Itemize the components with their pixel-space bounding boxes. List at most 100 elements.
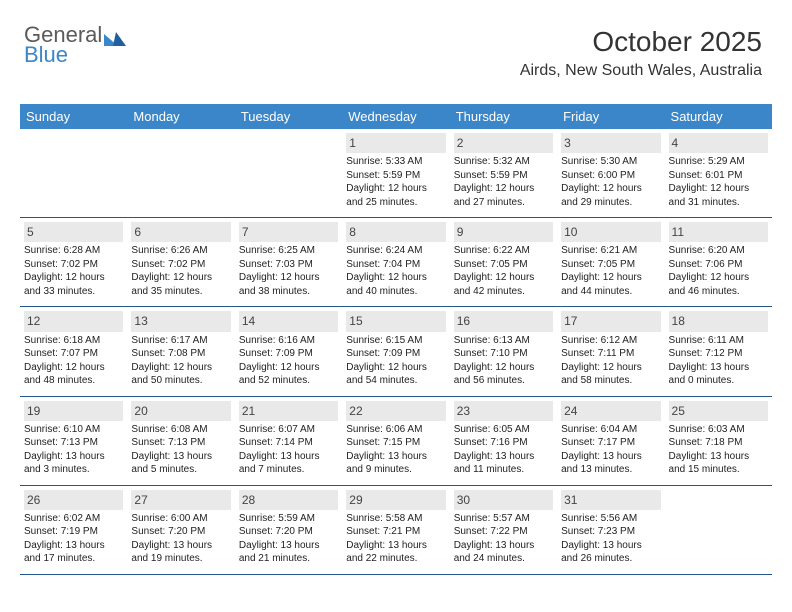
daylight-line: Daylight: 13 hours and 3 minutes. xyxy=(24,450,123,477)
calendar-day-cell: 7Sunrise: 6:25 AMSunset: 7:03 PMDaylight… xyxy=(235,218,342,307)
daylight-line: Daylight: 12 hours and 35 minutes. xyxy=(131,271,230,298)
day-header: Saturday xyxy=(665,104,772,129)
daylight-line: Daylight: 12 hours and 58 minutes. xyxy=(561,361,660,388)
calendar-day-cell: 17Sunrise: 6:12 AMSunset: 7:11 PMDayligh… xyxy=(557,307,664,396)
calendar-day-cell: 24Sunrise: 6:04 AMSunset: 7:17 PMDayligh… xyxy=(557,396,664,485)
day-number: 14 xyxy=(239,311,338,331)
calendar-day-cell: 28Sunrise: 5:59 AMSunset: 7:20 PMDayligh… xyxy=(235,485,342,574)
day-number: 10 xyxy=(561,222,660,242)
daylight-line: Daylight: 12 hours and 50 minutes. xyxy=(131,361,230,388)
sunrise-line: Sunrise: 5:56 AM xyxy=(561,512,660,526)
day-header: Thursday xyxy=(450,104,557,129)
daylight-line: Daylight: 13 hours and 7 minutes. xyxy=(239,450,338,477)
calendar-day-cell: 23 Sunrise: 6:05 AMSunset: 7:16 PMDayligh… xyxy=(450,396,557,485)
sunrise-line: Sunrise: 6:20 AM xyxy=(669,244,768,258)
daylight-line: Daylight: 12 hours and 54 minutes. xyxy=(346,361,445,388)
calendar-day-cell: 29Sunrise: 5:58 AMSunset: 7:21 PMDayligh… xyxy=(342,485,449,574)
daylight-line: Daylight: 12 hours and 38 minutes. xyxy=(239,271,338,298)
logo: GeneralBlue xyxy=(24,24,126,66)
calendar-day-cell: 5Sunrise: 6:28 AMSunset: 7:02 PMDaylight… xyxy=(20,218,127,307)
daylight-line: Daylight: 12 hours and 52 minutes. xyxy=(239,361,338,388)
sunrise-line: Sunrise: 6:02 AM xyxy=(24,512,123,526)
calendar-day-cell: 1Sunrise: 5:33 AMSunset: 5:59 PMDaylight… xyxy=(342,129,449,218)
day-number: 9 xyxy=(454,222,553,242)
daylight-line: Daylight: 13 hours and 19 minutes. xyxy=(131,539,230,566)
day-number: 27 xyxy=(131,490,230,510)
sunset-line: Sunset: 7:03 PM xyxy=(239,258,338,272)
day-number: 21 xyxy=(239,401,338,421)
day-number: 5 xyxy=(24,222,123,242)
day-header: Friday xyxy=(557,104,664,129)
sunset-line: Sunset: 7:09 PM xyxy=(239,347,338,361)
day-number: 26 xyxy=(24,490,123,510)
sunrise-line: Sunrise: 6:18 AM xyxy=(24,334,123,348)
daylight-line: Daylight: 13 hours and 22 minutes. xyxy=(346,539,445,566)
sunrise-line: Sunrise: 6:25 AM xyxy=(239,244,338,258)
day-number: 29 xyxy=(346,490,445,510)
calendar-day-cell: 8Sunrise: 6:24 AMSunset: 7:04 PMDaylight… xyxy=(342,218,449,307)
daylight-line: Daylight: 13 hours and 26 minutes. xyxy=(561,539,660,566)
daylight-line: Daylight: 12 hours and 56 minutes. xyxy=(454,361,553,388)
day-number: 22 xyxy=(346,401,445,421)
logo-icon xyxy=(104,32,126,46)
sunset-line: Sunset: 7:21 PM xyxy=(346,525,445,539)
daylight-line: Daylight: 13 hours and 0 minutes. xyxy=(669,361,768,388)
sunset-line: Sunset: 7:20 PM xyxy=(239,525,338,539)
sunrise-line: Sunrise: 6:10 AM xyxy=(24,423,123,437)
day-number: 8 xyxy=(346,222,445,242)
sunset-line: Sunset: 7:04 PM xyxy=(346,258,445,272)
daylight-line: Daylight: 12 hours and 42 minutes. xyxy=(454,271,553,298)
calendar-header-row: SundayMondayTuesdayWednesdayThursdayFrid… xyxy=(20,104,772,129)
calendar-day-cell: 16Sunrise: 6:13 AMSunset: 7:10 PMDayligh… xyxy=(450,307,557,396)
sunrise-line: Sunrise: 6:07 AM xyxy=(239,423,338,437)
sunset-line: Sunset: 7:02 PM xyxy=(131,258,230,272)
day-number: 31 xyxy=(561,490,660,510)
day-number: 12 xyxy=(24,311,123,331)
day-number: 1 xyxy=(346,133,445,153)
sunset-line: Sunset: 7:08 PM xyxy=(131,347,230,361)
sunset-line: Sunset: 5:59 PM xyxy=(346,169,445,183)
sunset-line: Sunset: 7:17 PM xyxy=(561,436,660,450)
sunset-line: Sunset: 7:16 PM xyxy=(454,436,553,450)
sunset-line: Sunset: 7:13 PM xyxy=(24,436,123,450)
sunrise-line: Sunrise: 6:05 AM xyxy=(454,423,553,437)
day-number: 15 xyxy=(346,311,445,331)
calendar-day-cell: 26Sunrise: 6:02 AMSunset: 7:19 PMDayligh… xyxy=(20,485,127,574)
calendar-day-cell: 20Sunrise: 6:08 AMSunset: 7:13 PMDayligh… xyxy=(127,396,234,485)
day-header: Wednesday xyxy=(342,104,449,129)
sunset-line: Sunset: 7:06 PM xyxy=(669,258,768,272)
calendar-day-cell: 6Sunrise: 6:26 AMSunset: 7:02 PMDaylight… xyxy=(127,218,234,307)
daylight-line: Daylight: 13 hours and 11 minutes. xyxy=(454,450,553,477)
sunrise-line: Sunrise: 6:17 AM xyxy=(131,334,230,348)
daylight-line: Daylight: 12 hours and 31 minutes. xyxy=(669,182,768,209)
sunrise-line: Sunrise: 6:26 AM xyxy=(131,244,230,258)
day-number: 30 xyxy=(454,490,553,510)
calendar-day-cell: 3Sunrise: 5:30 AMSunset: 6:00 PMDaylight… xyxy=(557,129,664,218)
sunset-line: Sunset: 6:01 PM xyxy=(669,169,768,183)
location: Airds, New South Wales, Australia xyxy=(520,62,762,80)
calendar-week-row: 12 Sunrise: 6:18 AMSunset: 7:07 PM Dayligh… xyxy=(20,307,772,396)
day-number: 28 xyxy=(239,490,338,510)
daylight-line: Daylight: 13 hours and 13 minutes. xyxy=(561,450,660,477)
sunset-line: Sunset: 7:19 PM xyxy=(24,525,123,539)
month-title: October 2025 xyxy=(520,26,762,58)
day-number: 2 xyxy=(454,133,553,153)
daylight-line: Daylight: 13 hours and 5 minutes. xyxy=(131,450,230,477)
sunset-line: Sunset: 7:23 PM xyxy=(561,525,660,539)
day-header: Monday xyxy=(127,104,234,129)
day-number: 23 xyxy=(454,401,553,421)
sunset-line: Sunset: 7:07 PM xyxy=(24,347,123,361)
sunset-line: Sunset: 7:05 PM xyxy=(561,258,660,272)
calendar-day-cell: 11Sunrise: 6:20 AMSunset: 7:06 PMDayligh… xyxy=(665,218,772,307)
day-header: Sunday xyxy=(20,104,127,129)
day-number: 24 xyxy=(561,401,660,421)
sunset-line: Sunset: 7:09 PM xyxy=(346,347,445,361)
calendar-day-cell: 18Sunrise: 6:11 AMSunset: 7:12 PMDayligh… xyxy=(665,307,772,396)
sunset-line: Sunset: 7:12 PM xyxy=(669,347,768,361)
calendar-week-row: 19Sunrise: 6:10 AMSunset: 7:13 PMDayligh… xyxy=(20,396,772,485)
sunset-line: Sunset: 7:14 PM xyxy=(239,436,338,450)
sunrise-line: Sunrise: 5:32 AM xyxy=(454,155,553,169)
daylight-line: Daylight: 12 hours and 25 minutes. xyxy=(346,182,445,209)
sunset-line: Sunset: 7:22 PM xyxy=(454,525,553,539)
calendar-day-cell xyxy=(235,129,342,218)
